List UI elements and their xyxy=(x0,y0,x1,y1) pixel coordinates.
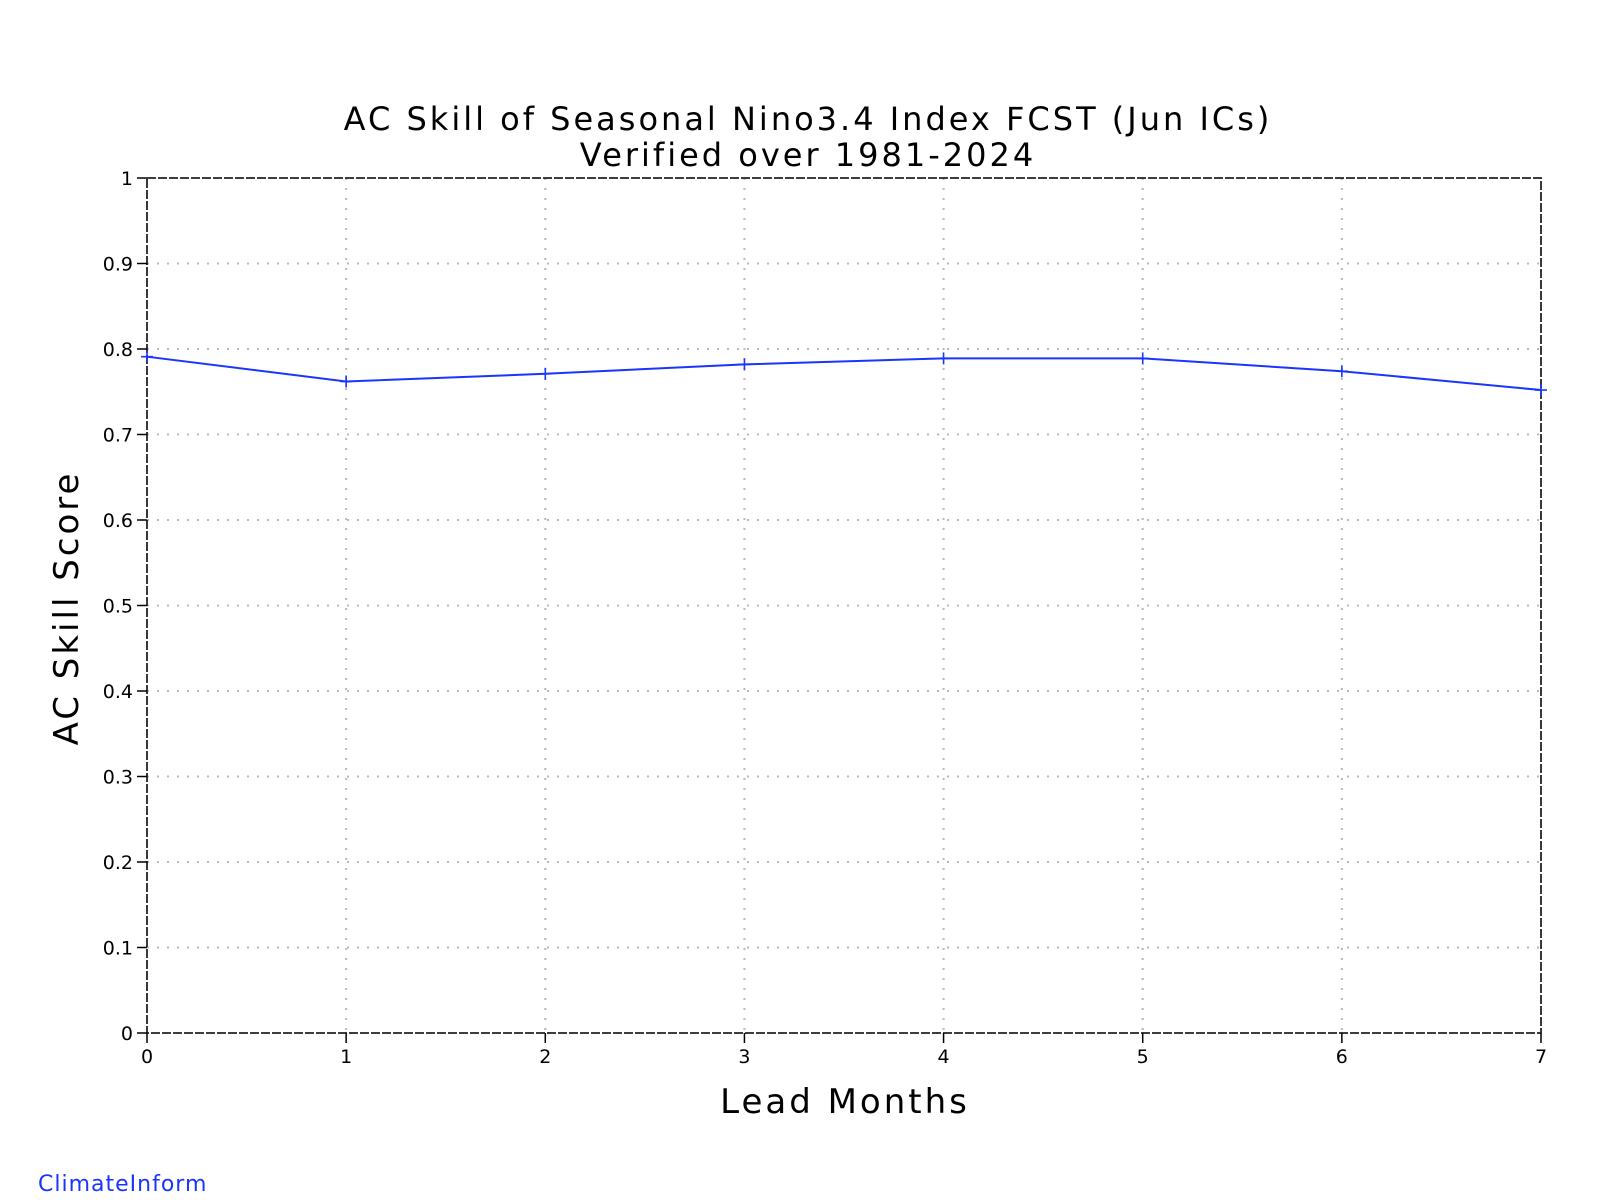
x-axis-title: Lead Months xyxy=(720,1082,970,1122)
x-tick-label: 1 xyxy=(340,1046,352,1068)
y-tick-label: 0.6 xyxy=(103,510,133,532)
x-tick-label: 0 xyxy=(141,1046,153,1068)
data-point-marker xyxy=(340,375,353,388)
y-tick-label: 0.5 xyxy=(103,596,133,618)
x-tick-label: 6 xyxy=(1336,1046,1348,1068)
x-tick-label: 4 xyxy=(938,1046,950,1068)
chart-title: AC Skill of Seasonal Nino3.4 Index FCST … xyxy=(344,100,1273,138)
data-point-marker xyxy=(1136,352,1149,365)
axis-ticks: 0 0.1 0.2 0.3 0.4 0.5 0.6 0.7 0.8 0.9 1 0 1 2 3 4 5 6 7 xyxy=(103,168,1547,1068)
y-tick-label: 1 xyxy=(121,168,133,190)
series-line xyxy=(146,355,1542,392)
data-point-marker xyxy=(1335,365,1348,378)
data-point-marker xyxy=(937,352,950,365)
x-tick-label: 2 xyxy=(539,1046,551,1068)
y-tick-label: 0.7 xyxy=(103,425,133,447)
x-tick-label: 5 xyxy=(1137,1046,1149,1068)
x-tick-label: 3 xyxy=(738,1046,750,1068)
data-point-marker xyxy=(141,350,153,363)
data-series xyxy=(141,350,1547,397)
y-tick-label: 0.1 xyxy=(103,938,133,960)
data-point-marker xyxy=(1535,384,1547,397)
y-tick-label: 0.9 xyxy=(103,254,133,276)
data-point-marker xyxy=(539,367,552,380)
x-tick-label: 7 xyxy=(1535,1046,1547,1068)
y-tick-label: 0.3 xyxy=(103,767,133,789)
grid-lines xyxy=(147,178,1541,1033)
data-point-marker xyxy=(738,358,751,371)
chart-subtitle: Verified over 1981-2024 xyxy=(580,136,1036,174)
y-tick-label: 0.4 xyxy=(103,681,133,703)
plot-frame xyxy=(146,177,1542,1034)
y-tick-label: 0.8 xyxy=(103,339,133,361)
y-tick-label: 0 xyxy=(121,1023,133,1045)
climateinform-credit: ClimateInform xyxy=(38,1172,207,1197)
plot-border xyxy=(146,177,1542,1034)
y-tick-label: 0.2 xyxy=(103,852,133,874)
y-axis-title: AC Skill Score xyxy=(47,471,87,746)
